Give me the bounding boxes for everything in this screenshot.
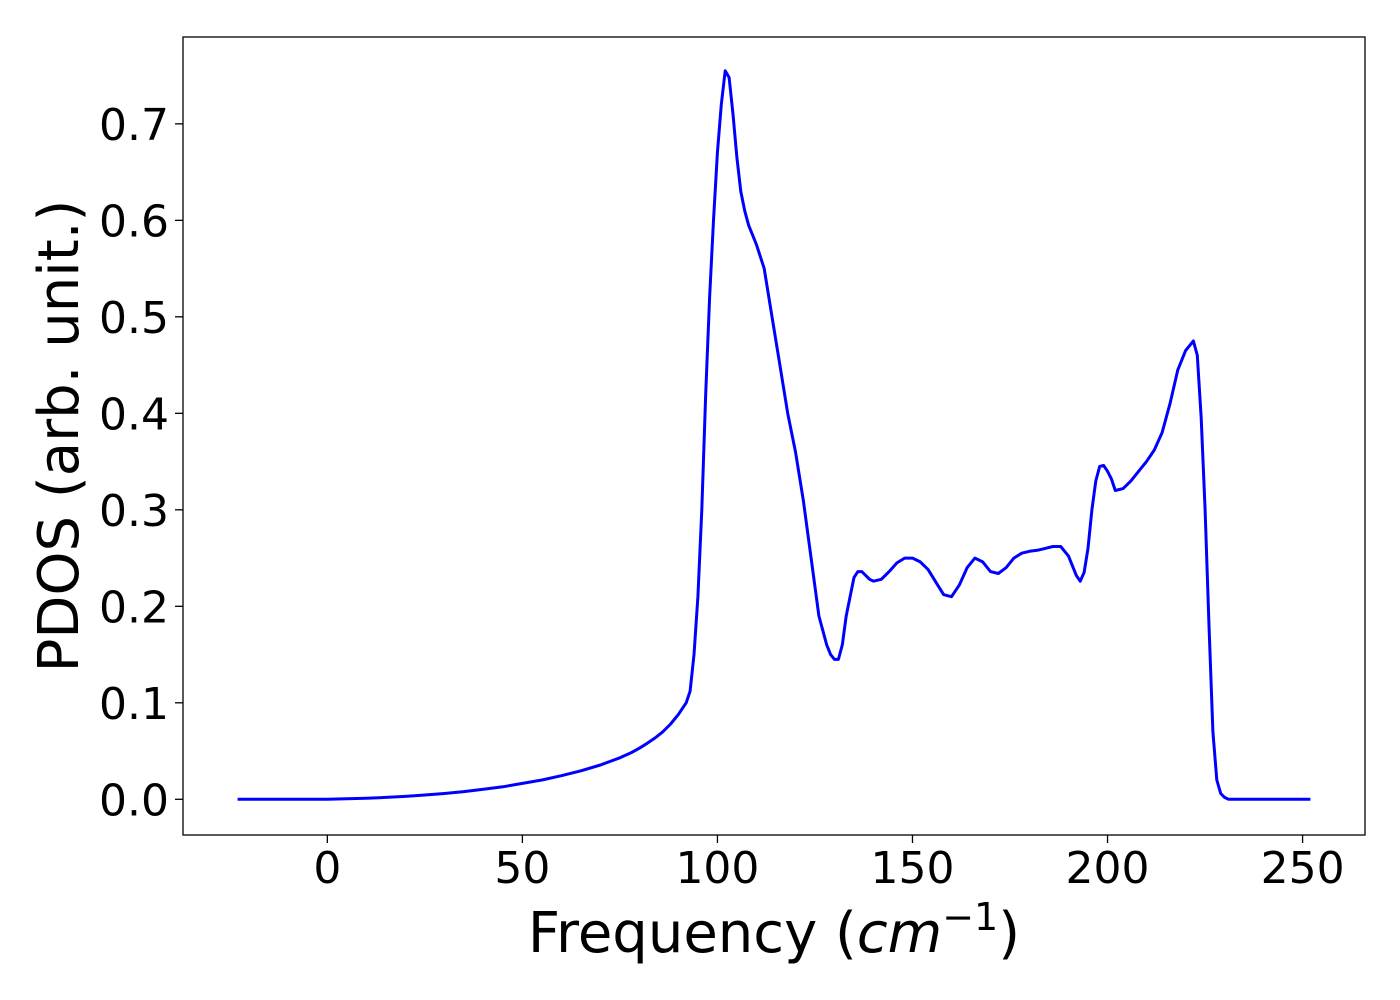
x-tick-label: 200 [1066, 843, 1150, 894]
plot-frame [182, 36, 1366, 836]
x-tick-label: 150 [870, 843, 954, 894]
plot-area [182, 36, 1366, 836]
x-axis-label-close: ) [998, 901, 1020, 966]
series-line-pdos [237, 69, 1311, 801]
y-tick-label: 0.1 [99, 679, 169, 730]
y-tick-label: 0.4 [99, 389, 169, 440]
y-tick-label: 0.6 [99, 196, 169, 247]
x-axis-label-exponent: −1 [942, 895, 998, 939]
y-tick-label: 0.0 [99, 775, 169, 826]
x-axis-label-unit: cm [857, 901, 942, 966]
x-axis-label: Frequency (cm−1) [528, 895, 1020, 966]
y-axis-ticks: 0.0 0.1 0.2 0.3 0.4 0.5 0.6 0.7 [99, 100, 183, 826]
x-tick-label: 0 [313, 843, 341, 894]
x-tick-label: 100 [675, 843, 759, 894]
x-tick-label: 250 [1261, 843, 1345, 894]
y-tick-label: 0.2 [99, 582, 169, 633]
y-tick-label: 0.5 [99, 293, 169, 344]
x-axis-ticks: 0 50 100 150 200 250 [313, 835, 1345, 894]
y-tick-label: 0.3 [99, 486, 169, 537]
x-tick-label: 50 [494, 843, 550, 894]
y-tick-label: 0.7 [99, 100, 169, 151]
x-axis-label-text: Frequency ( [528, 901, 857, 966]
y-axis-label: PDOS (arb. unit.) [27, 200, 92, 673]
